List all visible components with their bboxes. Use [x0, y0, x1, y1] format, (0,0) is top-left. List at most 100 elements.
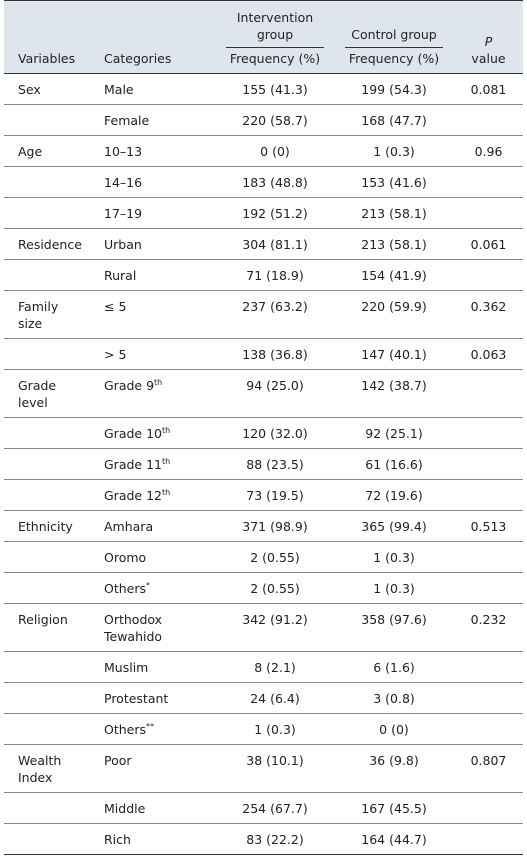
header-p-symbol: P	[484, 34, 493, 49]
table-row: Religion Orthodox Tewahido 342 (91.2) 358 (…	[4, 603, 523, 652]
intervention-frequency: 24 (6.4)	[216, 682, 334, 714]
category-wrap: Poor	[104, 752, 200, 769]
category-cell: Poor	[98, 744, 216, 793]
category-wrap: Oromo	[104, 549, 200, 566]
category-wrap: Female	[104, 112, 200, 129]
table-row: 14–16 183 (48.8) 153 (41.6)	[4, 166, 523, 198]
category: Grade 12	[104, 488, 162, 503]
category-cell: Protestant	[98, 682, 216, 714]
category-wrap: ≤ 5	[104, 298, 200, 315]
p-value: 0.513	[470, 519, 507, 534]
variable: Age	[18, 144, 43, 159]
p-value-cell	[454, 104, 523, 136]
p-value-cell: 0.96	[454, 135, 523, 167]
table-row: Grade 11th 88 (23.5) 61 (16.6)	[4, 448, 523, 480]
variable-cell	[4, 541, 98, 573]
control-frequency: 36 (9.8)	[334, 744, 454, 793]
variable-cell	[4, 713, 98, 745]
category-cell: Female	[98, 104, 216, 136]
control-frequency: 213 (58.1)	[334, 228, 454, 260]
p-value-cell	[454, 713, 523, 745]
category: Poor	[104, 753, 132, 768]
category: Others	[104, 581, 147, 596]
category: 17–19	[104, 206, 143, 221]
intervention-frequency: 155 (41.3)	[216, 73, 334, 105]
header-group1: Intervention group	[226, 9, 324, 48]
variable: Residence	[18, 237, 82, 252]
p-value: 0.362	[470, 299, 507, 314]
intervention-frequency: 0 (0)	[216, 135, 334, 167]
table-body: Sex Male 155 (41.3) 199 (54.3) 0.081 Female 22…	[4, 73, 523, 855]
control-frequency: 164 (44.7)	[334, 823, 454, 855]
intervention-frequency: 83 (22.2)	[216, 823, 334, 855]
p-value-cell: 0.513	[454, 510, 523, 542]
category-cell: Others*	[98, 572, 216, 604]
category-wrap: Rich	[104, 831, 200, 848]
category-wrap: 10–13	[104, 143, 200, 160]
intervention-frequency: 94 (25.0)	[216, 369, 334, 418]
variable-cell	[4, 166, 98, 198]
variable-cell	[4, 417, 98, 449]
table-row: Wealth Index Poor 38 (10.1) 36 (9.8) 0.807	[4, 744, 523, 793]
header-p-word: value	[471, 51, 506, 66]
category-cell: Male	[98, 73, 216, 105]
category-wrap: Amhara	[104, 518, 200, 535]
variable-cell	[4, 259, 98, 291]
category-cell: Rural	[98, 259, 216, 291]
category-cell: Muslim	[98, 651, 216, 683]
category-wrap: Male	[104, 81, 200, 98]
variable-cell	[4, 338, 98, 370]
category-superscript: th	[162, 457, 171, 466]
p-value-cell: 0.807	[454, 744, 523, 793]
table-row: Ethnicity Amhara 371 (98.9) 365 (99.4) 0.513	[4, 510, 523, 542]
category-cell: Others**	[98, 713, 216, 745]
table-row: Female 220 (58.7) 168 (47.7)	[4, 104, 523, 136]
p-value-cell: 0.232	[454, 603, 523, 652]
control-frequency: 92 (25.1)	[334, 417, 454, 449]
p-value: 0.807	[470, 753, 507, 768]
p-value-cell	[454, 259, 523, 291]
category-wrap: Muslim	[104, 659, 200, 676]
category-wrap: Orthodox Tewahido	[104, 611, 200, 645]
category-superscript: th	[162, 426, 171, 435]
category-cell: ≤ 5	[98, 290, 216, 339]
category: 14–16	[104, 175, 143, 190]
control-frequency: 147 (40.1)	[334, 338, 454, 370]
variable-cell: Grade level	[4, 369, 98, 418]
intervention-frequency: 342 (91.2)	[216, 603, 334, 652]
variable-cell	[4, 197, 98, 229]
intervention-frequency: 88 (23.5)	[216, 448, 334, 480]
variable: Religion	[18, 612, 68, 627]
category-wrap: Rural	[104, 267, 200, 284]
intervention-frequency: 237 (63.2)	[216, 290, 334, 339]
intervention-frequency: 38 (10.1)	[216, 744, 334, 793]
table-header: Variables Categories Intervention group …	[4, 0, 523, 74]
category-wrap: > 5	[104, 346, 200, 363]
category-cell: Grade 12th	[98, 479, 216, 511]
control-frequency: 167 (45.5)	[334, 792, 454, 824]
variable-cell	[4, 823, 98, 855]
category-cell: Urban	[98, 228, 216, 260]
control-frequency: 153 (41.6)	[334, 166, 454, 198]
category: Middle	[104, 801, 146, 816]
category-wrap: Grade 9th	[104, 377, 200, 394]
variable: Sex	[18, 82, 41, 97]
control-frequency: 6 (1.6)	[334, 651, 454, 683]
p-value-cell	[454, 479, 523, 511]
table-row: Rural 71 (18.9) 154 (41.9)	[4, 259, 523, 291]
category-wrap: Others*	[104, 580, 200, 597]
variable-cell	[4, 104, 98, 136]
intervention-frequency: 2 (0.55)	[216, 572, 334, 604]
p-value: 0.081	[470, 82, 507, 97]
table-row: Grade 12th 73 (19.5) 72 (19.6)	[4, 479, 523, 511]
p-value-cell	[454, 651, 523, 683]
intervention-frequency: 254 (67.7)	[216, 792, 334, 824]
intervention-frequency: 183 (48.8)	[216, 166, 334, 198]
header-row: Variables Categories Intervention group …	[4, 0, 523, 74]
table-row: Others* 2 (0.55) 1 (0.3)	[4, 572, 523, 604]
p-value: 0.063	[470, 347, 507, 362]
p-value-cell	[454, 417, 523, 449]
category-wrap: Protestant	[104, 690, 200, 707]
variable: Wealth Index	[18, 753, 62, 785]
intervention-frequency: 138 (36.8)	[216, 338, 334, 370]
